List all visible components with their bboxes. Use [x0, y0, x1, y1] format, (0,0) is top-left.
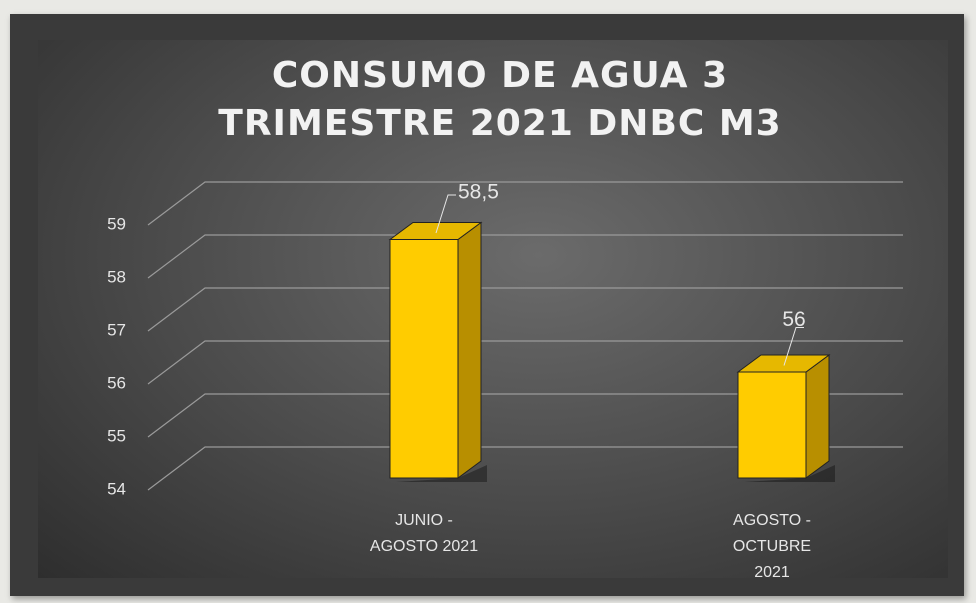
grid-line: [147, 181, 903, 226]
grid-line: [147, 446, 903, 491]
bar: [388, 221, 487, 482]
chart-title: CONSUMO DE AGUA 3 TRIMESTRE 2021 DNBC M3: [218, 55, 782, 144]
bar-shadow: [396, 465, 487, 482]
y-tick-label: 58: [107, 267, 126, 286]
grid-line: [147, 340, 903, 385]
grid-line: [147, 234, 903, 279]
bar-side: [457, 221, 482, 479]
bar: [736, 354, 835, 482]
bar-shadow: [744, 465, 835, 482]
x-tick-label: JUNIO - AGOSTO 2021: [369, 512, 479, 555]
y-tick-label: 54: [107, 479, 126, 498]
bar-front: [389, 239, 459, 479]
leader-line: [783, 327, 804, 366]
bar-front: [737, 371, 807, 479]
y-tick-label: 59: [107, 214, 126, 233]
data-label: 58,5: [458, 181, 499, 204]
chart-area: [38, 40, 948, 578]
grid-line: [147, 393, 903, 438]
grid-line: [147, 287, 903, 332]
y-tick-label: 55: [107, 426, 126, 445]
data-label: 56: [782, 308, 805, 331]
bar-side: [805, 354, 830, 479]
x-tick-label: AGOSTO - OCTUBRE 2021: [732, 512, 812, 581]
leader-line: [435, 194, 456, 234]
y-tick-label: 56: [107, 373, 126, 392]
y-tick-label: 57: [107, 320, 126, 339]
